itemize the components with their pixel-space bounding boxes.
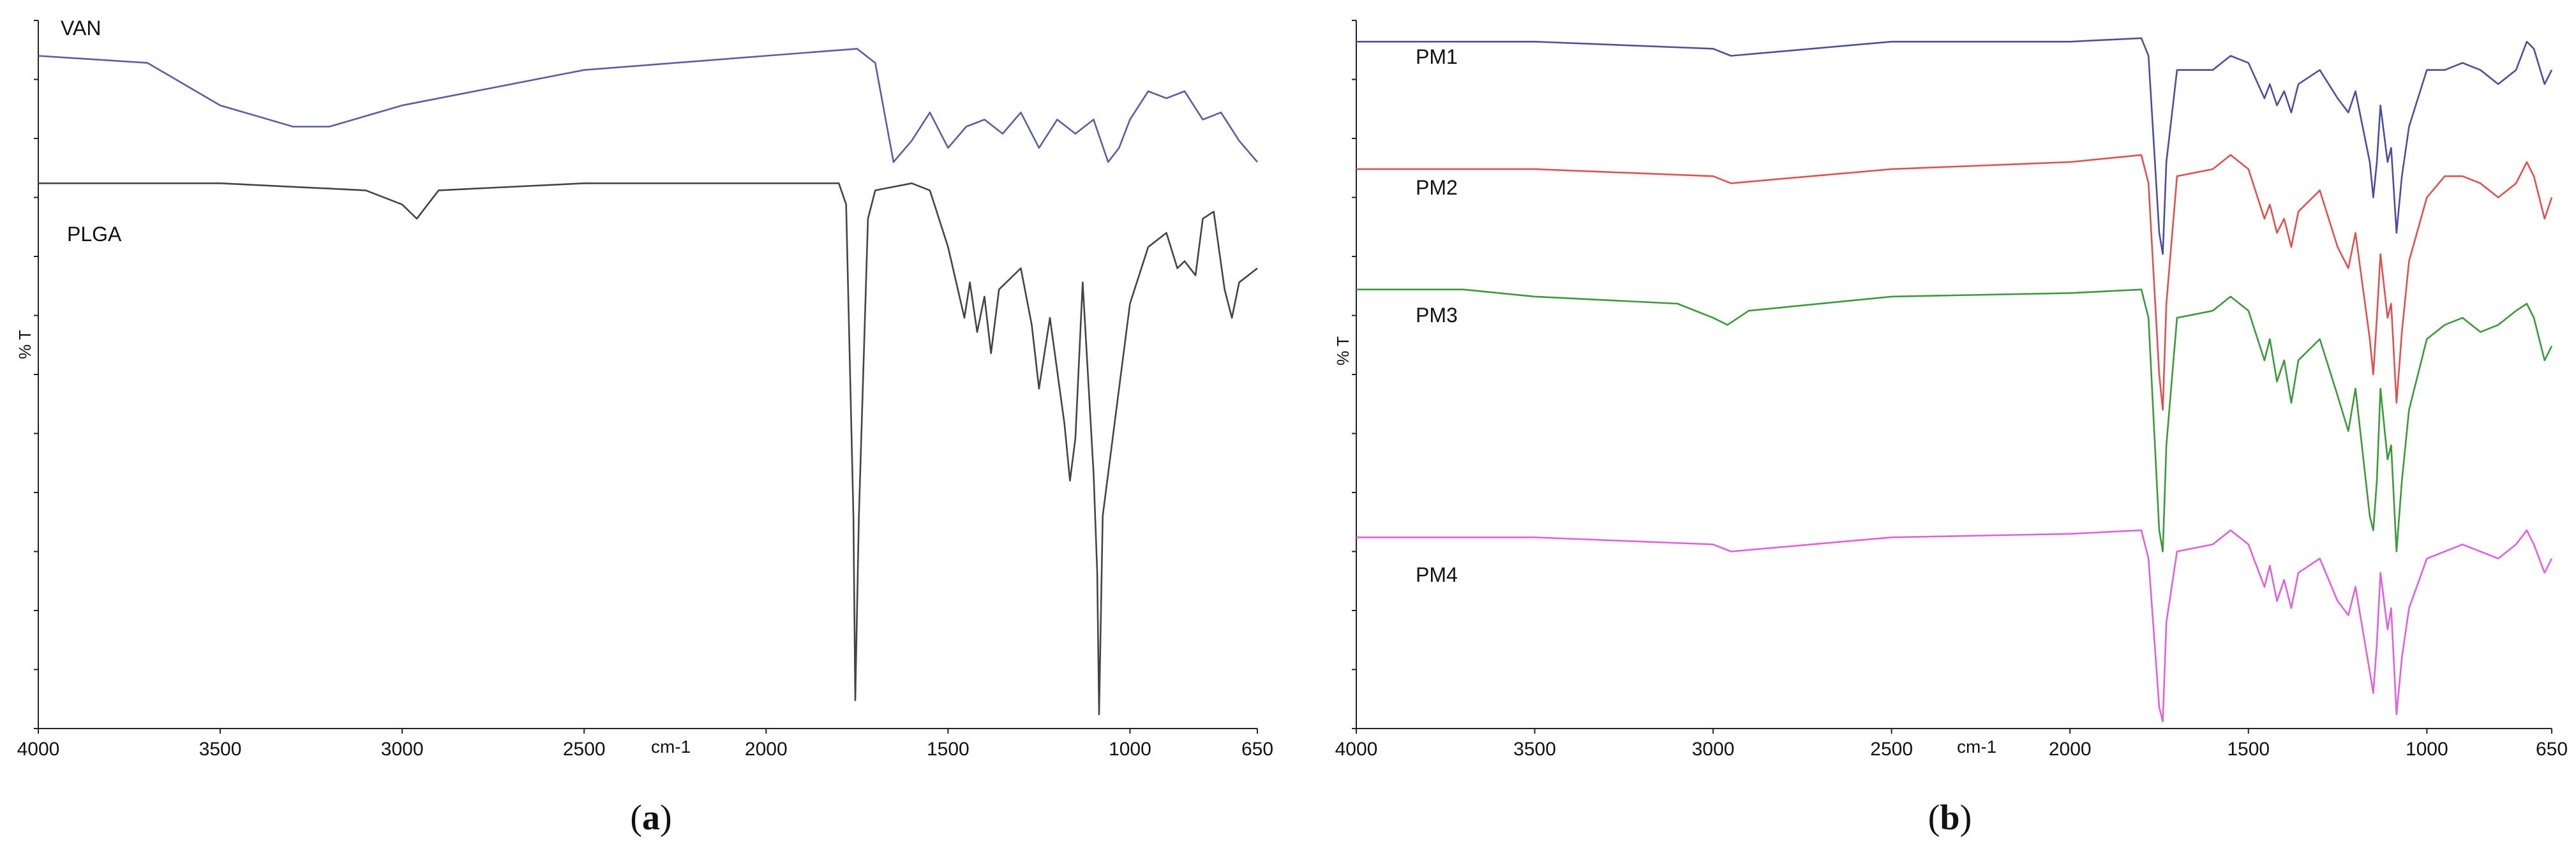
panel-a-caption-letter: a [642, 798, 660, 838]
panel-a-x-ticks: 4000 3500 3000 2500 2000 1500 1000 650 [17, 729, 1273, 760]
x-tick-label: 3500 [199, 739, 242, 760]
series-label-pm1: PM1 [1416, 45, 1458, 68]
series-line-pm4 [1356, 529, 2553, 723]
series-label-pm3: PM3 [1416, 304, 1458, 327]
x-tick-label: 3000 [1692, 739, 1735, 760]
panel-b-y-ticks [1352, 20, 1356, 729]
panel-a-y-ticks [34, 20, 38, 729]
x-tick-label: 650 [2536, 739, 2568, 760]
panel-b-caption-letter: b [1940, 798, 1959, 838]
panel-a-traces [38, 48, 1258, 716]
series-line-pm2 [1356, 154, 2553, 411]
x-tick-label: 1500 [2227, 739, 2270, 760]
series-label-pm2: PM2 [1416, 176, 1458, 199]
series-label-plga: PLGA [67, 223, 122, 246]
panel-a-y-label: % T [15, 330, 34, 359]
x-tick-label: 2000 [2049, 739, 2092, 760]
panel-a-x-unit-label: cm-1 [651, 737, 691, 757]
x-tick-label: 3000 [381, 739, 424, 760]
x-tick-label: 2500 [563, 739, 606, 760]
panel-a-caption: (a) [630, 798, 671, 838]
x-tick-label: 2000 [745, 739, 788, 760]
series-line-pm3 [1356, 288, 2553, 552]
panel-b-x-unit-label: cm-1 [1957, 737, 1996, 757]
series-label-pm4: PM4 [1416, 563, 1458, 586]
x-tick-label: 1000 [2406, 739, 2448, 760]
panel-b-series-labels: PM1 PM2 PM3 PM4 [1416, 45, 1458, 586]
panel-b-caption: (b) [1928, 798, 1972, 838]
panel-b-x-ticks: 4000 3500 3000 2500 2000 1500 1000 650 [1335, 729, 2568, 760]
panel-a-series-labels: VAN PLGA [61, 17, 122, 246]
x-tick-label: 4000 [17, 739, 60, 760]
x-tick-label: 4000 [1335, 739, 1378, 760]
panel-b-chart: % T cm-1 4000 3500 3000 2500 2000 1500 1000 650… [1333, 20, 2568, 838]
x-tick-label: 2500 [1870, 739, 1913, 760]
series-line-van [38, 48, 1258, 163]
series-label-van: VAN [61, 17, 101, 40]
series-line-plga [38, 182, 1258, 716]
x-tick-label: 3500 [1513, 739, 1556, 760]
x-tick-label: 650 [1241, 739, 1273, 760]
x-tick-label: 1500 [927, 739, 970, 760]
panel-a-chart: % T cm-1 4000 3500 3000 2500 2000 1500 1000 650… [15, 17, 1273, 838]
series-line-pm1 [1356, 37, 2553, 255]
x-tick-label: 1000 [1109, 739, 1151, 760]
panel-b-y-label: % T [1333, 336, 1352, 366]
panel-b-traces [1356, 37, 2553, 723]
